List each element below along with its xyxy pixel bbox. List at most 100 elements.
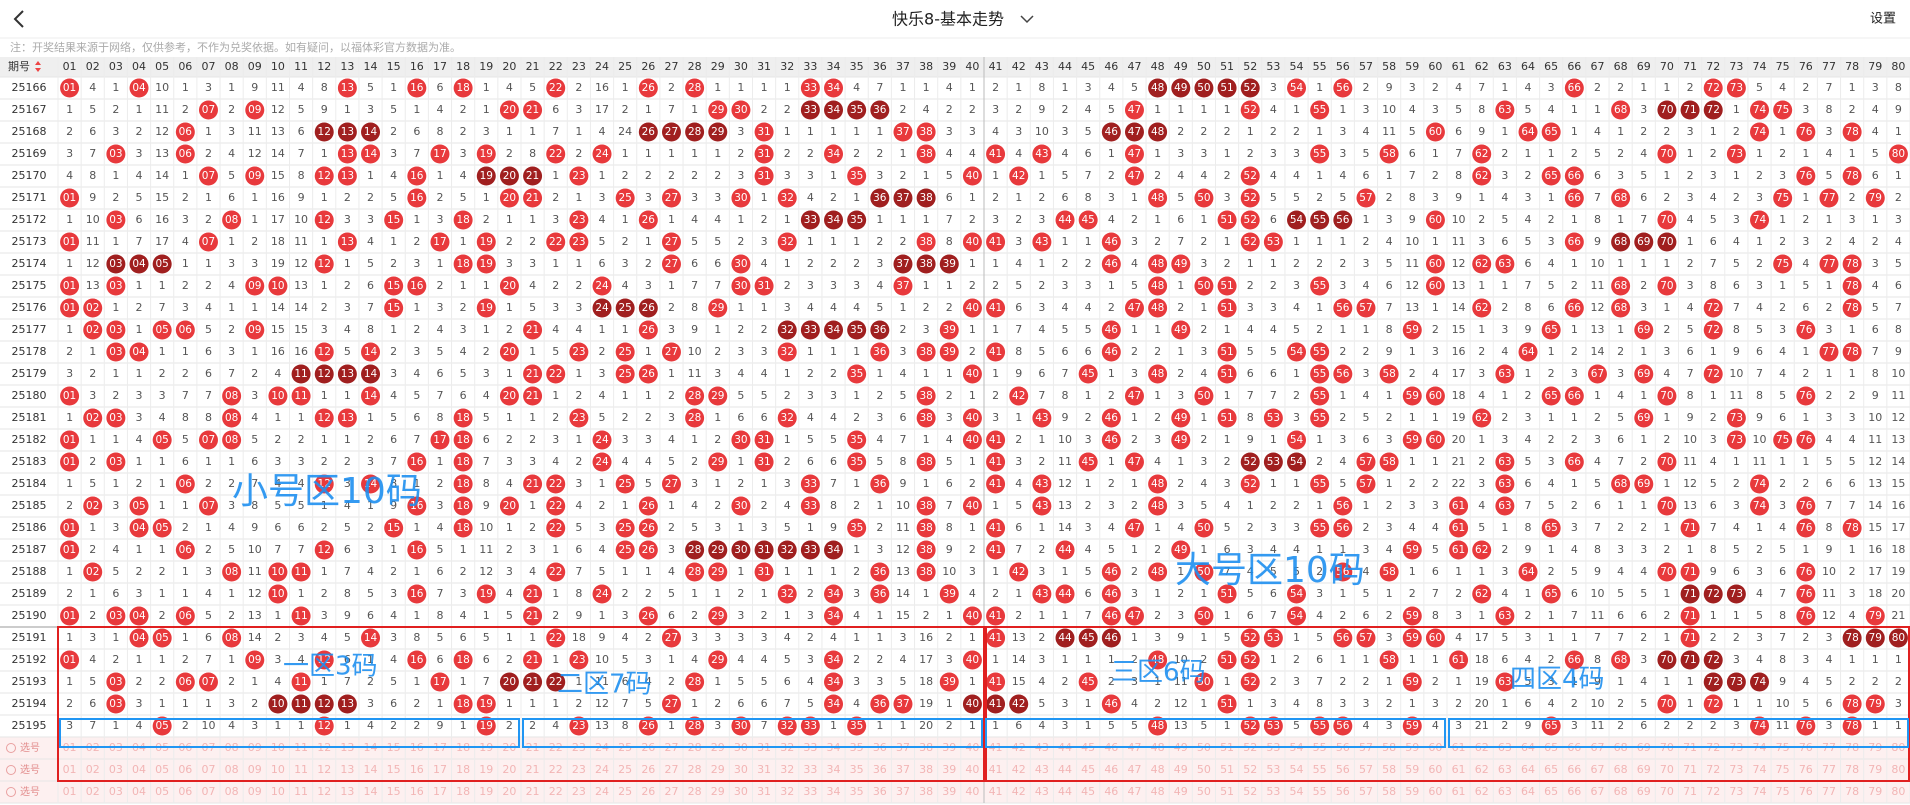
pick-number[interactable]: 30 [734, 763, 748, 776]
pick-number[interactable]: 76 [1799, 785, 1813, 798]
pick-number[interactable]: 60 [1428, 763, 1442, 776]
pick-number[interactable]: 30 [734, 785, 748, 798]
pick-number[interactable]: 61 [1452, 763, 1466, 776]
page-title[interactable]: 快乐8-基本走势 [892, 10, 1004, 29]
pick-number[interactable]: 21 [526, 785, 540, 798]
pick-number[interactable]: 45 [1081, 785, 1095, 798]
pick-number[interactable]: 10 [271, 785, 285, 798]
pick-number[interactable]: 12 [317, 785, 331, 798]
pick-number[interactable]: 75 [1776, 785, 1790, 798]
pick-number[interactable]: 76 [1799, 763, 1813, 776]
pick-number[interactable]: 58 [1382, 785, 1396, 798]
pick-number[interactable]: 54 [1290, 763, 1304, 776]
pick-number[interactable]: 24 [595, 763, 609, 776]
pick-number[interactable]: 73 [1729, 785, 1743, 798]
pick-number[interactable]: 11 [294, 785, 308, 798]
pick-number[interactable]: 51 [1220, 785, 1234, 798]
sort-icon[interactable] [35, 61, 41, 72]
pick-number[interactable]: 36 [873, 785, 887, 798]
pick-number[interactable]: 42 [1012, 785, 1026, 798]
pick-number[interactable]: 08 [225, 763, 239, 776]
pick-number[interactable]: 57 [1359, 785, 1373, 798]
pick-number[interactable]: 23 [572, 785, 586, 798]
pick-number[interactable]: 43 [1035, 763, 1049, 776]
pick-number[interactable]: 29 [711, 763, 725, 776]
pick-number[interactable]: 18 [456, 763, 470, 776]
pick-number[interactable]: 29 [711, 785, 725, 798]
pick-number[interactable]: 34 [827, 785, 841, 798]
pick-number[interactable]: 65 [1544, 763, 1558, 776]
pick-number[interactable]: 24 [595, 785, 609, 798]
pick-number[interactable]: 74 [1753, 785, 1767, 798]
pick-number[interactable]: 02 [86, 785, 100, 798]
pick-number[interactable]: 75 [1776, 763, 1790, 776]
pick-number[interactable]: 22 [549, 785, 563, 798]
pick-number[interactable]: 32 [780, 785, 794, 798]
pick-number[interactable]: 66 [1567, 785, 1581, 798]
pick-number[interactable]: 56 [1336, 763, 1350, 776]
pick-number[interactable]: 47 [1127, 785, 1141, 798]
pick-number[interactable]: 69 [1637, 785, 1651, 798]
pick-number[interactable]: 19 [479, 785, 493, 798]
pick-number[interactable]: 13 [340, 785, 354, 798]
back-button[interactable] [13, 10, 24, 28]
pick-number[interactable]: 79 [1868, 763, 1882, 776]
pick-number[interactable]: 28 [688, 785, 702, 798]
pick-number[interactable]: 50 [1197, 785, 1211, 798]
pick-number[interactable]: 59 [1405, 785, 1419, 798]
pick-number[interactable]: 09 [248, 785, 262, 798]
pick-number[interactable]: 68 [1614, 763, 1628, 776]
pick-number[interactable]: 18 [456, 785, 470, 798]
pick-number[interactable]: 43 [1035, 785, 1049, 798]
pick-number[interactable]: 46 [1104, 785, 1118, 798]
pick-number[interactable]: 03 [109, 763, 123, 776]
pick-number[interactable]: 53 [1266, 763, 1280, 776]
pick-number[interactable]: 64 [1521, 763, 1535, 776]
pick-number[interactable]: 34 [827, 763, 841, 776]
pick-number[interactable]: 09 [248, 763, 262, 776]
pick-number[interactable]: 74 [1753, 763, 1767, 776]
pick-number[interactable]: 21 [526, 763, 540, 776]
pick-number[interactable]: 49 [1174, 763, 1188, 776]
pick-number[interactable]: 54 [1290, 785, 1304, 798]
pick-number[interactable]: 45 [1081, 763, 1095, 776]
pick-number[interactable]: 05 [155, 785, 169, 798]
pick-number[interactable]: 80 [1891, 763, 1905, 776]
pick-number[interactable]: 73 [1729, 763, 1743, 776]
pick-number[interactable]: 79 [1868, 785, 1882, 798]
pick-number[interactable]: 03 [109, 785, 123, 798]
pick-number[interactable]: 20 [502, 763, 516, 776]
pick-number[interactable]: 07 [201, 785, 215, 798]
pick-number[interactable]: 62 [1475, 785, 1489, 798]
pick-number[interactable]: 19 [479, 763, 493, 776]
pick-number[interactable]: 27 [664, 785, 678, 798]
pick-number[interactable]: 38 [919, 763, 933, 776]
pick-number[interactable]: 48 [1151, 785, 1165, 798]
pick-number[interactable]: 15 [387, 785, 401, 798]
pick-number[interactable]: 39 [942, 785, 956, 798]
pick-number[interactable]: 63 [1498, 763, 1512, 776]
pick-number[interactable]: 26 [641, 785, 655, 798]
pick-number[interactable]: 32 [780, 763, 794, 776]
pick-number[interactable]: 68 [1614, 785, 1628, 798]
pick-number[interactable]: 22 [549, 763, 563, 776]
pick-number[interactable]: 01 [63, 763, 77, 776]
pick-number[interactable]: 51 [1220, 763, 1234, 776]
pick-number[interactable]: 44 [1058, 785, 1072, 798]
pick-number[interactable]: 78 [1845, 763, 1859, 776]
pick-number[interactable]: 35 [850, 785, 864, 798]
pick-number[interactable]: 72 [1706, 785, 1720, 798]
pick-number[interactable]: 67 [1590, 785, 1604, 798]
pick-number[interactable]: 44 [1058, 763, 1072, 776]
pick-number[interactable]: 27 [664, 763, 678, 776]
pick-number[interactable]: 13 [340, 763, 354, 776]
pick-number[interactable]: 14 [364, 763, 378, 776]
pick-number[interactable]: 06 [178, 763, 192, 776]
pick-number[interactable]: 17 [433, 785, 447, 798]
pick-number[interactable]: 11 [294, 763, 308, 776]
pick-number[interactable]: 10 [271, 763, 285, 776]
pick-number[interactable]: 08 [225, 785, 239, 798]
pick-number[interactable]: 37 [896, 785, 910, 798]
pick-number[interactable]: 55 [1313, 785, 1327, 798]
pick-number[interactable]: 01 [63, 785, 77, 798]
